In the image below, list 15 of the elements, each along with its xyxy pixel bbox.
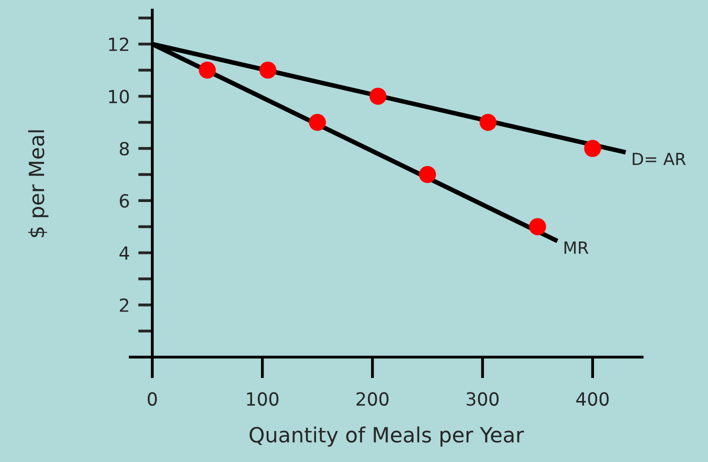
y-axis-title: $ per Meal <box>28 130 48 238</box>
x-tick-label: 100 <box>247 392 278 406</box>
series-label: D= AR <box>632 152 686 166</box>
x-tick-label: 300 <box>466 392 499 406</box>
x-axis-title: Quantity of Meals per Year <box>250 426 524 447</box>
y-tick-label: 8 <box>120 142 129 156</box>
y-tick-label: 2 <box>120 298 128 312</box>
series-label: MR <box>564 242 588 254</box>
y-tick-label: 6 <box>120 194 129 208</box>
x-tick-label: 0 <box>148 392 157 406</box>
y-tick-label: 12 <box>109 38 128 51</box>
y-tick-label: 4 <box>119 246 130 260</box>
x-tick-label: 200 <box>356 392 388 406</box>
y-tick-label: 10 <box>109 90 129 104</box>
x-tick-label: 400 <box>576 392 609 406</box>
